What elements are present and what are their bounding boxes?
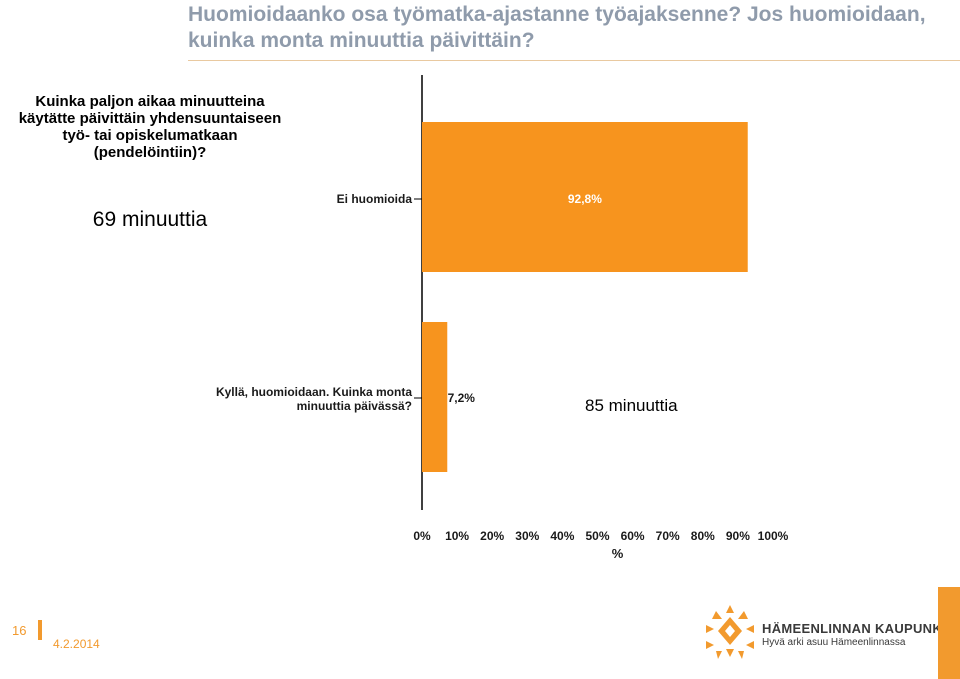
x-tick-label: 100% bbox=[758, 529, 789, 543]
x-tick-label: 30% bbox=[515, 529, 539, 543]
category-label-2: Kyllä, huomioidaan. Kuinka monta minuutti… bbox=[216, 385, 412, 413]
x-tick-label: 80% bbox=[691, 529, 715, 543]
bar-1 bbox=[422, 122, 748, 272]
x-tick-label: 10% bbox=[445, 529, 469, 543]
question-text: Kuinka paljon aikaa minuutteina käytätte… bbox=[18, 93, 282, 161]
bar-2 bbox=[422, 322, 448, 472]
x-tick-label: 90% bbox=[726, 529, 750, 543]
x-tick-label: 50% bbox=[585, 529, 609, 543]
value-label-2: 7,2% bbox=[448, 391, 476, 405]
side-accent-strip bbox=[938, 587, 960, 679]
logo-tagline: Hyvä arki asuu Hämeenlinnassa bbox=[762, 637, 906, 648]
x-tick-label: 20% bbox=[480, 529, 504, 543]
bar-chart: Ei huomioida 92,8% Kyllä, huomioidaan. Kui… bbox=[216, 75, 789, 561]
x-tick-label: 70% bbox=[656, 529, 680, 543]
title-divider bbox=[188, 60, 960, 61]
slide-date: 4.2.2014 bbox=[53, 637, 100, 651]
x-axis-label: % bbox=[612, 546, 624, 561]
answer-left: 69 minuuttia bbox=[92, 208, 208, 231]
footer-divider bbox=[38, 620, 42, 640]
answer-right: 85 minuuttia bbox=[585, 396, 678, 415]
value-label-1: 92,8% bbox=[568, 192, 602, 206]
x-tick-label: 0% bbox=[413, 529, 431, 543]
category-label-1: Ei huomioida bbox=[337, 192, 413, 206]
x-tick-label: 40% bbox=[550, 529, 574, 543]
hameenlinna-crown-icon bbox=[706, 605, 754, 659]
logo-name: HÄMEENLINNAN KAUPUNKI bbox=[762, 621, 946, 636]
slide-title: Huomioidaanko osa työmatka-ajastanne työ… bbox=[188, 3, 926, 52]
page-number: 16 bbox=[12, 623, 27, 638]
x-tick-label: 60% bbox=[621, 529, 645, 543]
